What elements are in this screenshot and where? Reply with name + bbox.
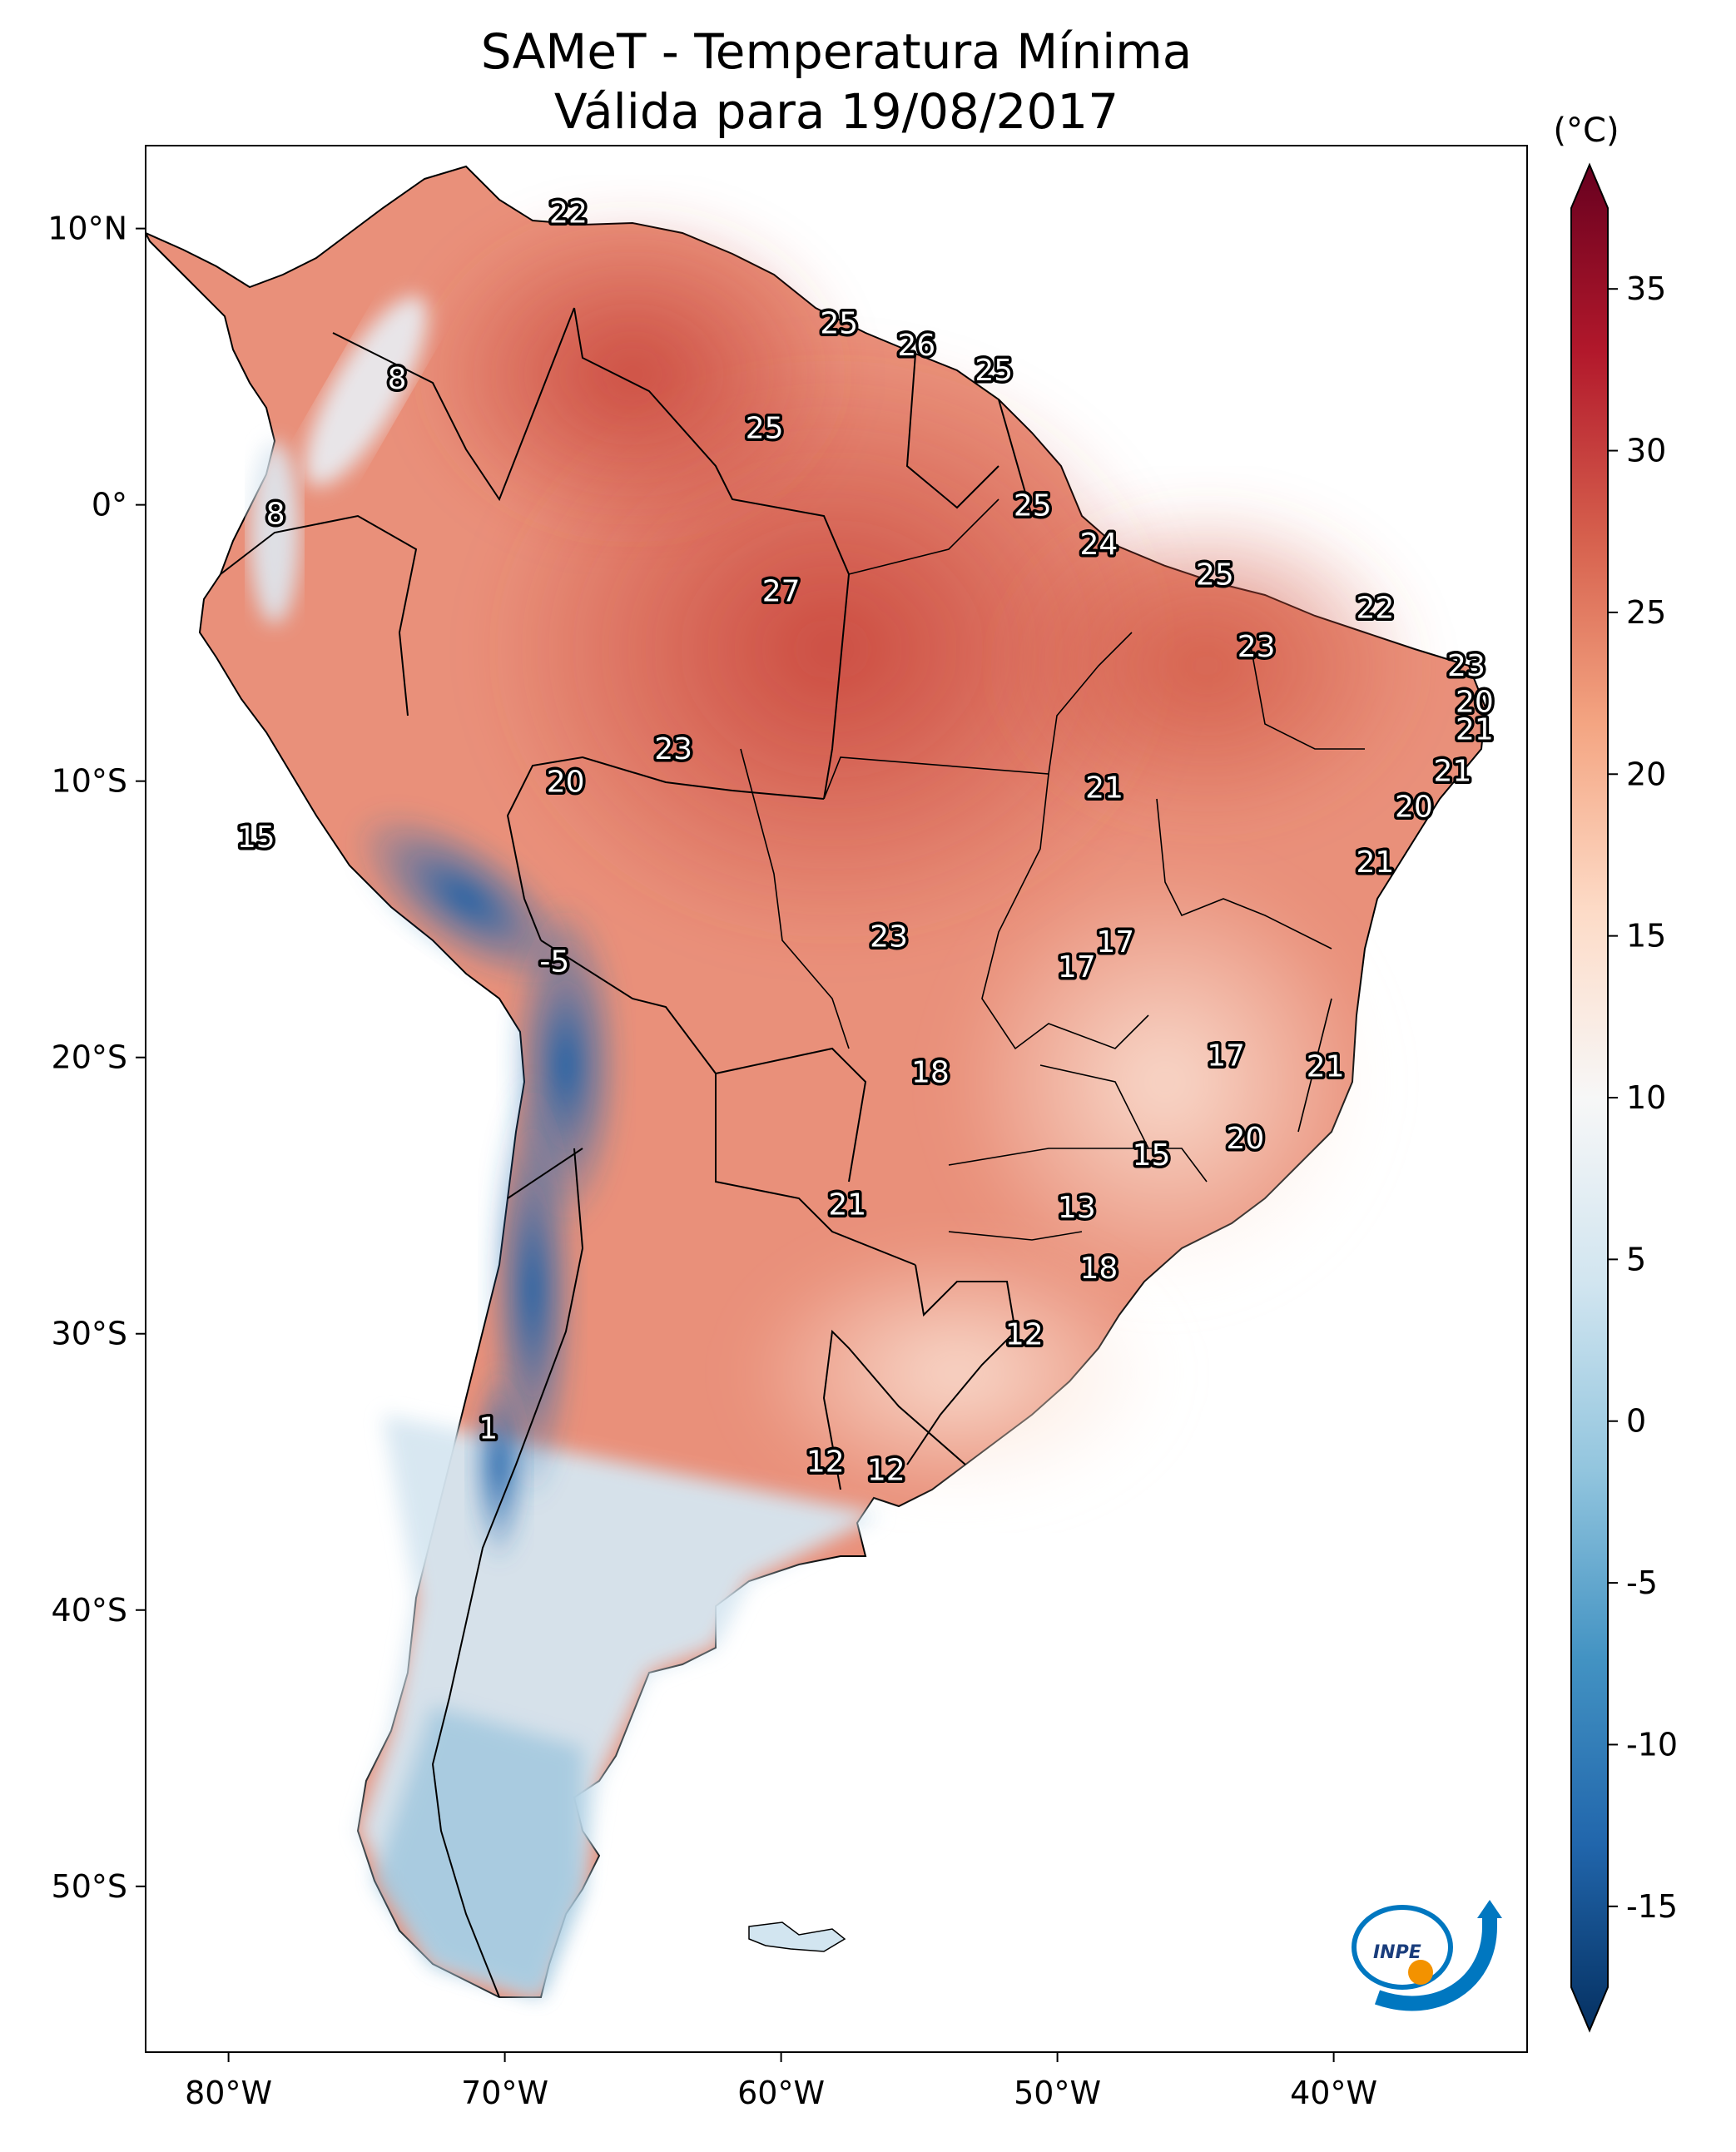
station-value: 27	[762, 575, 801, 609]
logo-text: INPE	[1373, 1942, 1421, 1963]
station-value: 1	[479, 1412, 498, 1446]
lon-tick-label: 70°W	[461, 2075, 548, 2111]
country-borders	[220, 307, 1033, 1998]
station-value: 8	[388, 362, 407, 396]
station-value: 21	[1085, 771, 1123, 805]
station-value: 21	[828, 1188, 866, 1222]
station-value: 23	[1238, 630, 1276, 664]
map-title: SAMeT - Temperatura Mínima Válida para 1…	[146, 22, 1527, 141]
station-value: 23	[870, 920, 908, 955]
station-value: 25	[1014, 489, 1052, 523]
station-value: 21	[1356, 845, 1394, 880]
logo-ring	[1352, 1905, 1453, 1990]
lat-tick-label: 40°S	[52, 1592, 127, 1629]
colorbar-tick-label: 20	[1626, 756, 1666, 792]
lat-tick-label: 30°S	[52, 1316, 127, 1352]
lon-tick-label: 50°W	[1014, 2075, 1101, 2111]
station-value: 25	[1196, 558, 1234, 593]
temperature-field	[250, 208, 1423, 1997]
station-value: 17	[1207, 1039, 1245, 1073]
colorbar-tick-label: 5	[1626, 1241, 1646, 1277]
lat-tick-label: 20°S	[52, 1039, 127, 1076]
colorbar-tick-label: -10	[1626, 1726, 1678, 1763]
station-value: 21	[1456, 713, 1494, 747]
colorbar-tick-label: 10	[1626, 1079, 1666, 1116]
station-value: 23	[654, 732, 692, 766]
colorbar-unit: (°C)	[1553, 112, 1619, 150]
station-value: 15	[1133, 1138, 1171, 1173]
station-value: 21	[1307, 1050, 1345, 1084]
inpe-logo: INPE	[1352, 1900, 1502, 2011]
station-value: -5	[539, 945, 569, 979]
station-value: 18	[1079, 1252, 1118, 1286]
colorbar-scale	[1570, 162, 1609, 2033]
colorbar-tick-label: -15	[1626, 1888, 1678, 1925]
lon-tick-label: 40°W	[1290, 2075, 1377, 2111]
station-value: 25	[975, 354, 1013, 388]
lat-tick-label: 10°S	[52, 763, 127, 800]
colorbar-tick-label: 15	[1626, 918, 1666, 955]
lat-tick-label: 10°N	[47, 211, 127, 247]
logo-arrow-head	[1477, 1900, 1502, 1918]
station-value: 18	[911, 1055, 950, 1089]
station-value: 25	[820, 306, 858, 340]
station-value: 20	[547, 766, 585, 800]
lon-tick-label: 80°W	[185, 2075, 272, 2111]
logo-arrow	[1374, 1914, 1497, 2011]
colorbar-tick-label: -5	[1626, 1564, 1658, 1601]
latitude-ticks: 10°N 0° 10°S 20°S 30°S 40°S 50°S	[47, 211, 146, 1905]
logo-dot	[1408, 1960, 1433, 1985]
station-value: 17	[1096, 925, 1134, 959]
colorbar-tick-label: 25	[1626, 594, 1666, 631]
station-value: 12	[1005, 1318, 1044, 1352]
station-value: 17	[1058, 950, 1096, 984]
station-value: 12	[867, 1453, 905, 1487]
colorbar-tick-label: 35	[1626, 270, 1666, 307]
station-value: 22	[1356, 591, 1394, 625]
lon-tick-label: 60°W	[737, 2075, 825, 2111]
title-line-1: SAMeT - Temperatura Mínima	[480, 23, 1193, 80]
station-value: 8	[266, 498, 285, 532]
title-line-2: Válida para 19/08/2017	[553, 83, 1119, 140]
station-value: 21	[1433, 754, 1471, 788]
station-value: 20	[1456, 685, 1494, 719]
map-frame	[145, 145, 1528, 2053]
station-value: 13	[1058, 1191, 1096, 1225]
lat-tick-label: 50°S	[52, 1868, 127, 1905]
state-borders	[740, 498, 1365, 1241]
lat-tick-label: 0°	[92, 487, 127, 523]
station-value: 15	[237, 821, 275, 855]
station-value: 20	[1395, 791, 1433, 825]
station-value: 22	[549, 196, 588, 231]
colorbar-tick-label: 30	[1626, 433, 1666, 469]
station-value: 25	[746, 412, 784, 446]
station-value: 24	[1079, 528, 1118, 562]
falkland-islands	[748, 1921, 846, 1952]
station-value: 26	[897, 329, 935, 363]
station-value: 20	[1226, 1122, 1264, 1156]
station-value: 12	[806, 1445, 845, 1479]
longitude-ticks: 80°W 70°W 60°W 50°W 40°W	[185, 2052, 1377, 2111]
station-value: 23	[1447, 649, 1486, 683]
colorbar: -15 -10 -5 0 5 10 15 20 25 30 35 (°C)	[1553, 112, 1678, 2033]
colorbar-tick-label: 0	[1626, 1403, 1646, 1440]
colorbar-ticks: -15 -10 -5 0 5 10 15 20 25 30 35	[1608, 270, 1678, 1925]
